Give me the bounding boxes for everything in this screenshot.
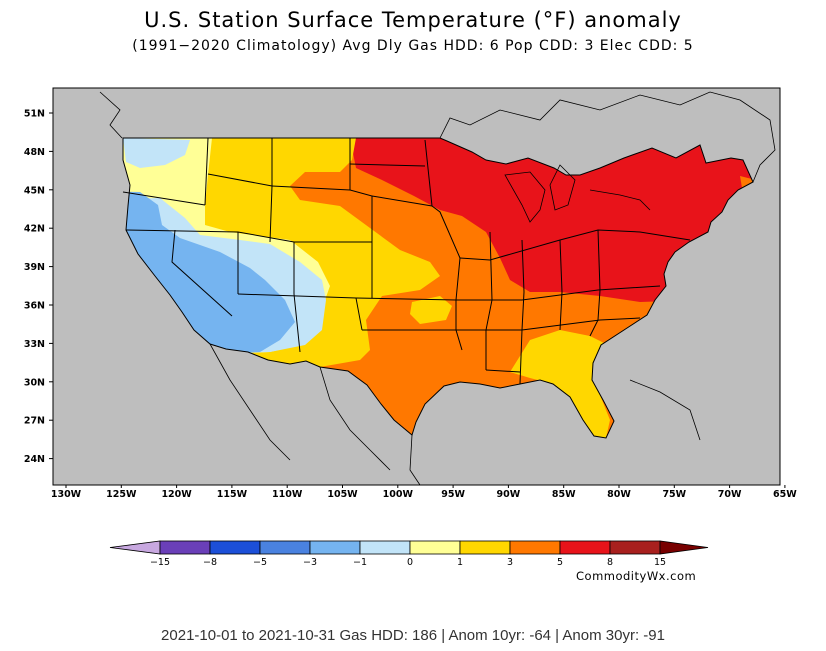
map-title: U.S. Station Surface Temperature (°F) an…: [144, 8, 682, 32]
latitude-axis: 51N 48N 45N 42N 39N 36N 33N 30N 27N 24N: [24, 109, 53, 465]
colorbar-segment: [409, 540, 461, 555]
colorbar-label: −3: [303, 557, 317, 568]
lat-label: 36N: [24, 301, 45, 312]
colorbar-segment: [159, 540, 211, 555]
colorbar-label: −15: [150, 557, 170, 568]
colorbar-label: −5: [253, 557, 267, 568]
lon-label: 115W: [217, 489, 248, 500]
longitude-axis: 130W 125W 120W 115W 110W 105W 100W 95W 90W 85W 80W…: [51, 485, 797, 500]
colorbar-label: 15: [654, 557, 666, 568]
lat-label: 33N: [24, 339, 45, 350]
colorbar: −15 −8 −5 −3 −1 0 1 3 5 8 15: [109, 540, 709, 568]
lat-label: 42N: [24, 224, 45, 235]
anomaly-region-plains-gold: [410, 296, 452, 324]
lon-label: 80W: [607, 489, 631, 500]
anomaly-region-wa-pale-blue: [123, 138, 190, 168]
anomaly-region-blue: [123, 190, 295, 360]
lat-label: 39N: [24, 262, 45, 273]
lon-label: 105W: [327, 489, 358, 500]
footer-text: 2021-10-01 to 2021-10-31 Gas HDD: 186 | …: [161, 627, 665, 644]
lon-label: 125W: [106, 489, 137, 500]
colorbar-segment: [209, 540, 261, 555]
lat-label: 48N: [24, 147, 45, 158]
colorbar-segment: [309, 540, 361, 555]
colorbar-high-arrow: [659, 540, 709, 555]
colorbar-segment: [509, 540, 561, 555]
lat-label: 27N: [24, 416, 45, 427]
colorbar-label: −8: [203, 557, 217, 568]
credit-text: CommodityWx.com: [576, 569, 697, 583]
lon-label: 65W: [773, 489, 797, 500]
colorbar-low-arrow: [109, 540, 161, 555]
map-subtitle: (1991−2020 Climatology) Avg Dly Gas HDD:…: [132, 38, 694, 54]
colorbar-segment: [559, 540, 611, 555]
coastlines: [99, 91, 776, 486]
anomaly-region-southeast-gold: [510, 330, 610, 438]
lat-label: 24N: [24, 454, 45, 465]
colorbar-label: 5: [557, 557, 563, 568]
lon-label: 70W: [718, 489, 742, 500]
colorbar-segment: [459, 540, 511, 555]
state-boundaries: [122, 137, 754, 439]
colorbar-segment: [609, 540, 661, 555]
colorbar-segment: [259, 540, 311, 555]
lon-label: 120W: [161, 489, 192, 500]
colorbar-label: 8: [607, 557, 613, 568]
lon-label: 90W: [497, 489, 521, 500]
lon-label: 130W: [51, 489, 82, 500]
lat-label: 30N: [24, 377, 45, 388]
lat-label: 45N: [24, 185, 45, 196]
lon-label: 110W: [272, 489, 303, 500]
lon-label: 100W: [383, 489, 414, 500]
lon-label: 75W: [662, 489, 686, 500]
lat-label: 51N: [24, 109, 45, 120]
colorbar-label: 1: [457, 557, 463, 568]
lon-label: 95W: [441, 489, 465, 500]
lon-label: 85W: [552, 489, 576, 500]
colorbar-segment: [359, 540, 411, 555]
colorbar-label: 0: [407, 557, 413, 568]
colorbar-label: −1: [353, 557, 367, 568]
colorbar-label: 3: [507, 557, 513, 568]
